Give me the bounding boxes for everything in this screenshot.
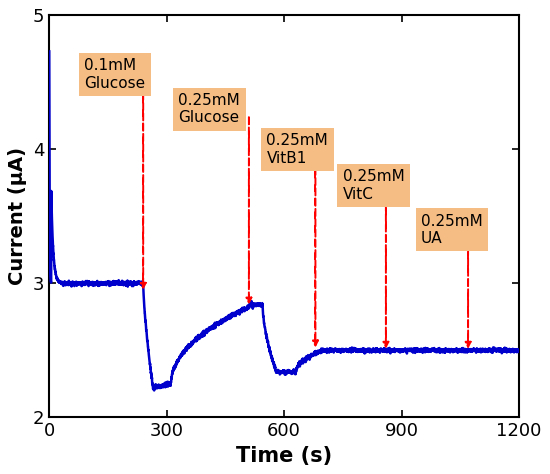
Text: 0.25mM
UA: 0.25mM UA xyxy=(421,214,483,246)
Text: 0.25mM
VitC: 0.25mM VitC xyxy=(343,169,405,202)
X-axis label: Time (s): Time (s) xyxy=(236,446,332,465)
Text: 0.25mM
VitB1: 0.25mM VitB1 xyxy=(267,133,328,165)
Text: 0.1mM
Glucose: 0.1mM Glucose xyxy=(85,58,146,91)
Y-axis label: Current (μA): Current (μA) xyxy=(8,147,28,285)
Text: 0.25mM
Glucose: 0.25mM Glucose xyxy=(178,93,240,126)
